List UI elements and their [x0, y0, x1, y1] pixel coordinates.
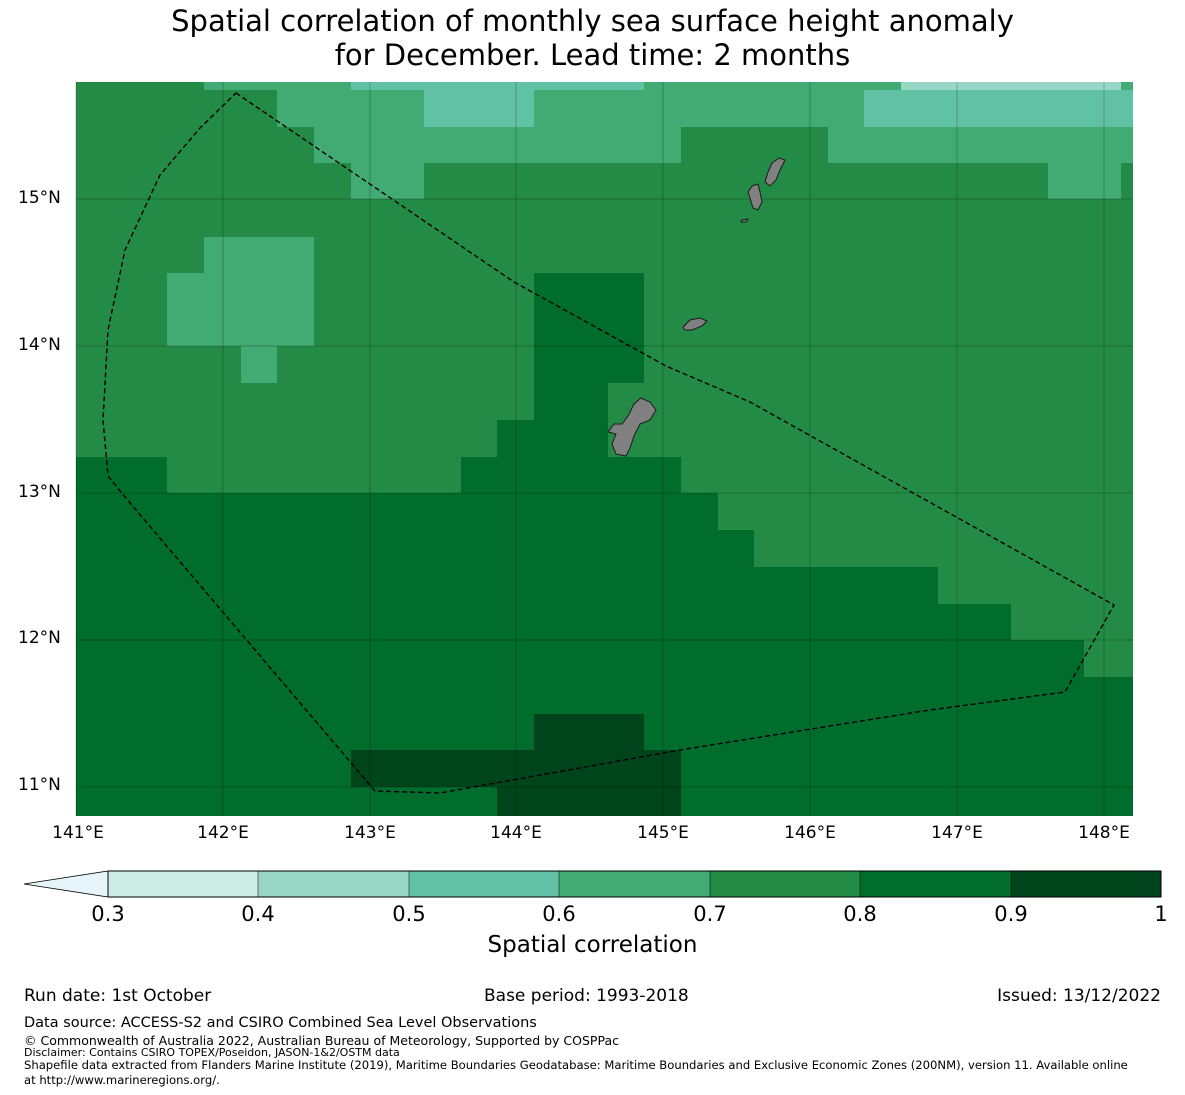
map-panel — [75, 82, 1133, 816]
grid-cell — [497, 787, 681, 816]
colorbar-tick-0.5: 0.5 — [392, 902, 426, 926]
colorbar-tick-1: 1 — [1154, 902, 1168, 926]
lon-label-142: 142°E — [197, 823, 249, 843]
aguijan-island — [740, 218, 750, 223]
grid-cell — [76, 567, 938, 604]
colorbar-bin-0.7 — [710, 871, 860, 897]
grid-cell — [534, 383, 608, 420]
run-date: Run date: 1st October — [24, 986, 212, 1006]
grid-cell — [76, 530, 754, 567]
copyright-note: © Commonwealth of Australia 2022, Austra… — [24, 1033, 619, 1048]
lon-label-141: 141°E — [52, 823, 104, 843]
lat-label-11: 11°N — [18, 775, 61, 795]
colorbar-dividers — [257, 871, 1012, 897]
saipan-island — [764, 157, 786, 187]
grid-cell — [351, 163, 424, 199]
grid-cell — [534, 714, 644, 750]
grid-cell — [76, 604, 1011, 640]
colorbar — [23, 870, 1162, 898]
grid-cell — [204, 82, 1133, 90]
lon-label-148: 148°E — [1078, 823, 1130, 843]
lon-label-145: 145°E — [637, 823, 689, 843]
grid-cell — [424, 90, 534, 127]
colorbar-bin-0.4 — [258, 871, 409, 897]
colorbar-bin-0.5 — [409, 871, 559, 897]
colorbar-extend-triangle — [23, 870, 109, 898]
base-period: Base period: 1993-2018 — [484, 986, 689, 1006]
eez-boundary — [102, 92, 1115, 794]
correlation-grid — [76, 82, 1133, 816]
colorbar-tick-0.8: 0.8 — [843, 902, 877, 926]
data-source-note: Data source: ACCESS-S2 and CSIRO Combine… — [24, 1015, 537, 1031]
grid-cell — [76, 493, 718, 530]
grid-cell — [1048, 163, 1121, 199]
colorbar-tick-0.3: 0.3 — [91, 902, 125, 926]
grid-cell — [204, 237, 314, 273]
disclaimer-note: Disclaimer: Contains CSIRO TOPEX/Poseido… — [24, 1046, 400, 1059]
issued-date: Issued: 13/12/2022 — [997, 986, 1161, 1006]
lon-label-144: 144°E — [490, 823, 542, 843]
tinian-island — [747, 183, 763, 211]
lon-label-143: 143°E — [344, 823, 396, 843]
colorbar-tick-0.4: 0.4 — [241, 902, 275, 926]
grid-cell — [864, 90, 1133, 127]
colorbar-label: Spatial correlation — [487, 932, 698, 958]
colorbar-tick-0.9: 0.9 — [994, 902, 1028, 926]
colorbar-bin-0.6 — [559, 871, 710, 897]
title-line-1: Spatial correlation of monthly sea surfa… — [171, 4, 1014, 38]
colorbar-bin-0.9 — [1011, 871, 1161, 897]
grid-cell — [461, 457, 681, 493]
colorbar-outline — [107, 870, 1162, 898]
shapefile-note: Shapefile data extracted from Flanders M… — [24, 1058, 1128, 1072]
rota-island — [682, 317, 708, 331]
grid-cell — [828, 127, 1133, 163]
land-masses — [607, 157, 786, 457]
lat-label-15: 15°N — [18, 188, 61, 208]
grid-cell — [167, 273, 314, 346]
lat-label-14: 14°N — [18, 335, 61, 355]
marineregions-url: at http://www.marineregions.org/. — [24, 1073, 220, 1087]
chart-title: Spatial correlation of monthly sea surfa… — [0, 4, 1185, 72]
colorbar-bin-0.8 — [860, 871, 1011, 897]
title-line-2: for December. Lead time: 2 months — [334, 38, 851, 72]
guam-island — [607, 397, 657, 457]
grid-cell — [76, 640, 1084, 677]
grid-cell — [534, 273, 644, 383]
colorbar-bin-0.3 — [108, 871, 258, 897]
lon-label-146: 146°E — [784, 823, 836, 843]
grid-cell — [241, 346, 277, 383]
lat-label-13: 13°N — [18, 482, 61, 502]
lat-label-12: 12°N — [18, 628, 61, 648]
grid-cell — [351, 82, 644, 90]
lon-label-147: 147°E — [931, 823, 983, 843]
grid-cell — [901, 82, 1121, 90]
grid-cell — [497, 420, 608, 457]
graticule — [75, 82, 1133, 816]
colorbar-tick-0.7: 0.7 — [693, 902, 727, 926]
grid-cell — [351, 750, 681, 787]
grid-cell — [76, 457, 167, 493]
colorbar-tick-0.6: 0.6 — [542, 902, 576, 926]
grid-cell — [314, 127, 681, 163]
